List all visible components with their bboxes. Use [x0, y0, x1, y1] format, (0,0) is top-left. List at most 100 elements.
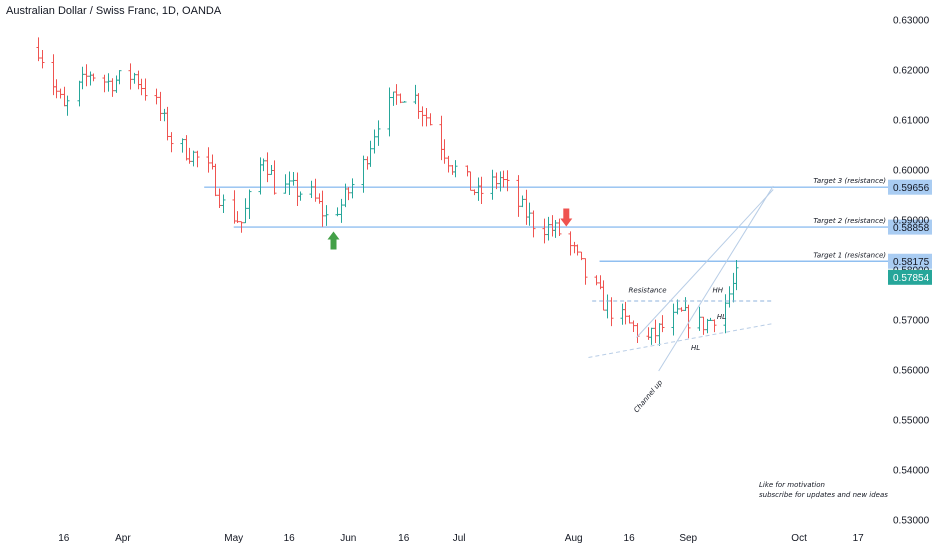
- candle-up: [132, 72, 137, 84]
- candle-up: [734, 259, 739, 291]
- x-tick-label: Jun: [340, 533, 356, 544]
- candle-up: [453, 160, 458, 178]
- annotation-text: HL: [691, 344, 700, 352]
- candle-down: [623, 301, 628, 325]
- candle-up: [324, 205, 329, 226]
- candle-up: [283, 174, 288, 194]
- candle-up: [162, 108, 167, 122]
- target-price-text: 0.58858: [893, 223, 930, 234]
- candle-down: [712, 319, 717, 333]
- candle-up: [490, 169, 495, 200]
- target-price-tag: [888, 219, 932, 235]
- candle-down: [653, 319, 658, 343]
- candle-up: [402, 101, 407, 103]
- candle-up: [391, 91, 396, 106]
- candle-down: [265, 152, 270, 183]
- time-axis[interactable]: 16 Apr May 16 Jun 16 Jul Aug 16 Sep Oct 17: [58, 533, 864, 544]
- candle-down: [516, 175, 521, 217]
- y-tick-label: 0.57000: [893, 316, 930, 327]
- candle-down: [58, 88, 63, 99]
- candle-down: [472, 189, 477, 196]
- candle-up: [247, 189, 252, 220]
- x-tick-label: 16: [398, 533, 410, 544]
- candle-down: [494, 172, 499, 190]
- candle-up: [476, 177, 481, 201]
- x-tick-label: 17: [853, 533, 865, 544]
- candle-up: [527, 202, 532, 226]
- candle-down: [169, 132, 174, 153]
- candle-down: [420, 106, 425, 127]
- candle-down: [36, 37, 41, 62]
- candle-up: [657, 323, 662, 346]
- annotation-text: HL: [717, 313, 726, 321]
- candle-down: [128, 63, 133, 90]
- candle-down: [601, 280, 606, 311]
- candle-up: [498, 171, 503, 192]
- candle-down: [84, 64, 89, 87]
- candle-up: [258, 157, 263, 195]
- candle-down: [239, 221, 244, 233]
- candle-up: [114, 75, 119, 93]
- candle-down: [465, 165, 470, 177]
- candle-down: [346, 187, 351, 201]
- candle-down: [102, 74, 107, 93]
- candle-up: [269, 165, 274, 175]
- y-tick-label: 0.54000: [893, 466, 930, 477]
- candle-down: [468, 171, 473, 191]
- candle-down: [320, 190, 325, 227]
- candle-up: [727, 286, 732, 308]
- candle-down: [579, 251, 584, 261]
- candle-down: [609, 297, 614, 327]
- candle-up: [368, 140, 373, 167]
- candle-up: [298, 191, 303, 201]
- candle-down: [143, 78, 148, 101]
- candle-down: [627, 315, 632, 324]
- candle-down: [701, 316, 706, 335]
- candle-down: [501, 170, 506, 188]
- candle-up: [106, 73, 111, 92]
- channel-upper-line: [636, 189, 774, 338]
- candle-down: [184, 135, 189, 161]
- annotation-text: Resistance: [629, 287, 667, 295]
- footer-note-line-1: Like for motivation: [759, 481, 825, 489]
- footer-note-line-2: subscribe for updates and new ideas: [759, 491, 888, 499]
- candle-up: [80, 66, 85, 90]
- target-price-text: 0.58175: [893, 257, 930, 268]
- candle-down: [550, 215, 555, 237]
- candle-down: [686, 304, 691, 339]
- candle-down: [583, 258, 588, 285]
- candle-down: [424, 107, 429, 127]
- candle-down: [416, 93, 421, 119]
- drawings-layer: Channel up Resistance HH HL HL: [327, 185, 774, 414]
- candle-up: [731, 272, 736, 303]
- candle-up: [350, 178, 355, 199]
- candle-down: [210, 154, 215, 170]
- candle-up: [117, 70, 122, 85]
- candle-down: [568, 231, 573, 256]
- candle-up: [671, 303, 676, 336]
- candle-down: [317, 193, 322, 204]
- y-tick-label: 0.60000: [893, 166, 930, 177]
- candle-down: [635, 323, 640, 344]
- candle-up: [77, 80, 82, 107]
- target-price-tag: [888, 179, 932, 195]
- candle-down: [187, 147, 192, 164]
- y-tick-label: 0.56000: [893, 366, 930, 377]
- target-level-label: Target 2 (resistance): [813, 217, 886, 225]
- candle-down: [442, 139, 447, 164]
- candle-down: [235, 211, 240, 223]
- x-tick-label: Apr: [115, 533, 131, 544]
- candle-up: [649, 327, 654, 345]
- candle-up: [339, 198, 344, 223]
- candle-down: [165, 106, 170, 141]
- candle-down: [398, 93, 403, 104]
- candle-down: [40, 49, 45, 69]
- x-tick-label: Aug: [565, 533, 583, 544]
- candle-up: [705, 318, 710, 334]
- price-axis[interactable]: 0.630000.620000.610000.600000.590000.580…: [888, 16, 932, 527]
- candle-down: [139, 78, 144, 96]
- candle-up: [675, 299, 680, 315]
- x-tick-label: 16: [624, 533, 636, 544]
- last-price-tag: [888, 269, 932, 285]
